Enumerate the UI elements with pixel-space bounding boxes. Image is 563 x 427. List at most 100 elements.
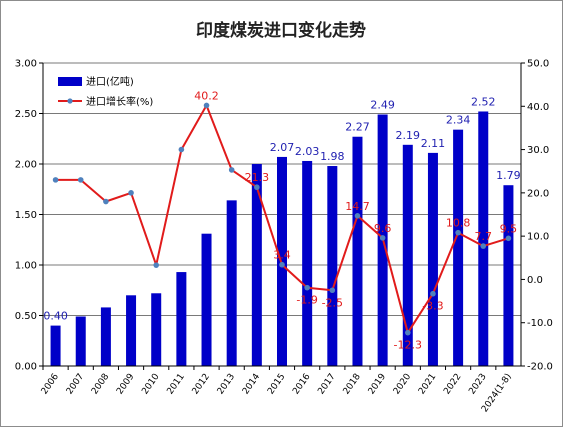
- bar-data-labels: 0.40 2.07 2.03 1.98 2.272.49 2.192.112.342.52…: [43, 95, 520, 322]
- bar: [327, 166, 338, 366]
- line-series: [52, 102, 512, 336]
- x-tick-label: 2019: [367, 372, 388, 397]
- x-tick-label: 2009: [115, 372, 136, 397]
- left-tick-label: 3.00: [15, 59, 37, 70]
- line-point: [77, 177, 84, 183]
- legend: 进口(亿吨) 进口增长率(%): [58, 75, 153, 108]
- x-axis-ticks: 2006 2007 2008 2009 2010 2011 2012 2013 2014 2015…: [40, 366, 514, 414]
- x-tick-label: 2013: [216, 372, 237, 396]
- bar-data-label: 2.49: [370, 99, 395, 112]
- line-data-label: 7.7: [475, 230, 493, 243]
- line-point: [304, 284, 310, 291]
- line-point: [254, 184, 260, 191]
- bar-data-label: 2.03: [295, 145, 320, 158]
- x-tick-label: 2011: [165, 372, 186, 396]
- bar-data-label: 2.34: [446, 114, 471, 127]
- bar: [503, 185, 514, 366]
- bar: [151, 293, 162, 366]
- x-tick-label: 2010: [140, 372, 161, 397]
- x-tick-label: 2015: [266, 372, 287, 396]
- bar: [75, 316, 86, 366]
- x-tick-label: 2012: [191, 372, 212, 396]
- bar: [277, 156, 287, 366]
- line-data-label: -2.5: [322, 296, 343, 309]
- bar-series: [50, 111, 514, 366]
- bar: [302, 160, 313, 366]
- x-tick-label: 2014: [241, 372, 262, 397]
- line-data-label: 21.3: [245, 171, 270, 184]
- x-tick-label: 2017: [316, 372, 337, 396]
- line-data-label: 14.7: [345, 200, 370, 213]
- right-tick-label: 30.0: [527, 145, 549, 156]
- bar: [352, 136, 363, 366]
- x-tick-label: 2021: [417, 372, 438, 396]
- chart-title: 印度煤炭进口变化走势: [196, 20, 366, 41]
- x-tick-label: 2007: [65, 372, 86, 396]
- right-tick-label: 40.0: [527, 102, 549, 113]
- x-tick-label: 2016: [291, 372, 312, 397]
- x-tick-label: 2020: [392, 372, 413, 397]
- x-tick-label: 2023: [467, 372, 488, 396]
- line-point: [52, 177, 59, 183]
- legend-line-label: 进口增长率(%): [86, 95, 153, 108]
- line-data-label: -3.3: [422, 300, 443, 313]
- bar: [100, 307, 111, 366]
- bar: [402, 144, 413, 366]
- x-tick-label: 2008: [90, 372, 111, 397]
- bar: [251, 164, 262, 366]
- bar-data-label: 2.07: [270, 141, 295, 154]
- line-point: [379, 235, 386, 241]
- bar-data-label: 1.79: [496, 169, 521, 182]
- line-point: [354, 212, 361, 219]
- bar: [176, 272, 187, 366]
- bar: [50, 325, 61, 366]
- line-data-labels: 40.2 21.3 3.4 -1.9 -2.5 14.7 9.6 -12.3 -3.3 10.8 7…: [194, 89, 517, 351]
- left-tick-label: 2.50: [15, 109, 37, 120]
- legend-line-marker: [67, 98, 73, 104]
- bar-data-label: 1.98: [320, 150, 345, 163]
- line-point: [178, 146, 185, 153]
- line-point: [228, 167, 235, 173]
- line-data-label: -1.9: [296, 294, 317, 307]
- right-y-axis-ticks: -20.0 -10.0 0.0 10.0 20.0 30.0 40.0 50.0: [521, 59, 553, 373]
- left-tick-label: 0.50: [15, 311, 37, 322]
- right-tick-label: 20.0: [527, 188, 549, 199]
- right-tick-label: -10.0: [527, 318, 553, 329]
- line-data-label: 9.5: [500, 222, 518, 235]
- bar-data-label: 2.52: [471, 95, 496, 108]
- bar-data-label: 2.11: [421, 137, 446, 150]
- bar-data-label: 2.19: [396, 129, 421, 142]
- line-data-label: 40.2: [194, 89, 219, 102]
- bar: [201, 233, 212, 366]
- bar: [427, 152, 438, 366]
- line-point: [430, 290, 436, 297]
- right-tick-label: 50.0: [527, 59, 549, 70]
- line-point: [128, 190, 134, 196]
- line-point: [103, 198, 109, 205]
- line-data-label: 3.4: [273, 249, 291, 262]
- left-y-axis-ticks: 0.00 0.50 1.00 1.50 2.00 2.50 3.00: [15, 59, 43, 373]
- bar-data-label: 2.27: [345, 121, 370, 134]
- line-point: [505, 235, 512, 242]
- legend-bar-label: 进口(亿吨): [86, 75, 134, 88]
- left-tick-label: 1.50: [15, 210, 37, 221]
- right-tick-label: -20.0: [527, 362, 553, 373]
- line-point: [329, 287, 336, 294]
- x-tick-label: 2006: [40, 372, 61, 397]
- legend-bar-swatch: [58, 77, 82, 86]
- bar: [478, 111, 489, 366]
- line-point: [153, 262, 160, 268]
- x-tick-label: 2018: [342, 372, 363, 397]
- line-point: [404, 329, 411, 336]
- line-point: [480, 243, 487, 249]
- line-point: [279, 261, 285, 268]
- line-data-label: 9.6: [374, 222, 392, 235]
- bar: [226, 200, 237, 366]
- bar: [453, 129, 464, 366]
- line-point: [203, 102, 210, 109]
- line-data-label: -12.3: [394, 339, 422, 352]
- bar: [126, 295, 137, 366]
- left-tick-label: 1.00: [15, 261, 37, 272]
- right-tick-label: 10.0: [527, 232, 549, 243]
